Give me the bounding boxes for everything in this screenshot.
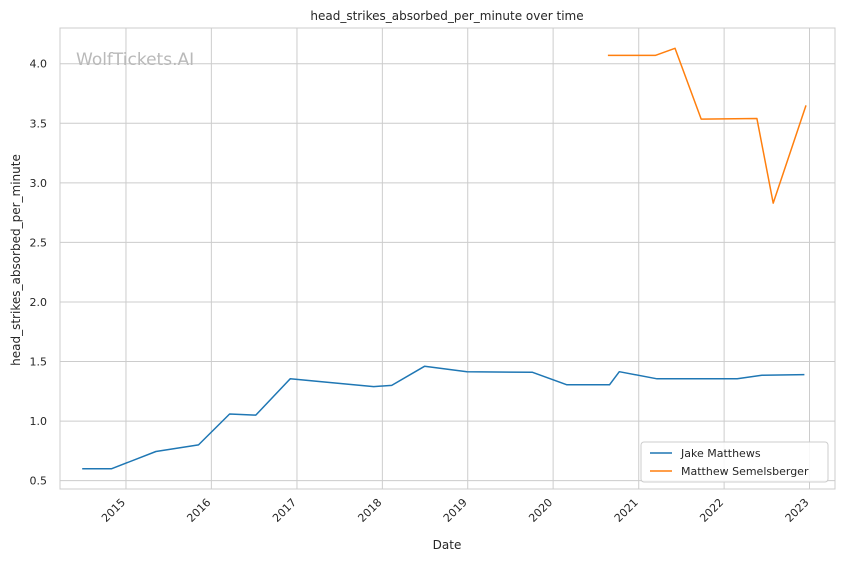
y-tick-label: 1.5	[30, 356, 48, 369]
y-tick-label: 1.0	[30, 415, 48, 428]
series-line-jake-matthews	[82, 365, 805, 470]
y-tick-label: 2.5	[30, 236, 48, 249]
legend-label-matthew-semelsberger: Matthew Semelsberger	[681, 465, 809, 478]
x-tick-label: 2016	[184, 496, 213, 525]
y-axis-ticks: 0.5 1.0 1.5 2.0 2.5 3.0 3.5 4.0	[30, 58, 48, 488]
legend-label-jake-matthews: Jake Matthews	[680, 447, 761, 460]
y-tick-label: 0.5	[30, 475, 48, 488]
x-axis-label: Date	[433, 538, 462, 552]
plot-area	[59, 27, 836, 490]
series-line-matthew-semelsberger	[607, 47, 807, 204]
x-tick-label: 2022	[697, 496, 726, 525]
x-tick-label: 2017	[270, 496, 299, 525]
x-tick-label: 2021	[612, 496, 641, 525]
x-tick-label: 2020	[526, 496, 555, 525]
legend-box	[640, 441, 829, 483]
y-tick-label: 3.0	[30, 177, 48, 190]
x-tick-label: 2018	[355, 496, 384, 525]
watermark-text: WolfTickets.AI	[76, 50, 194, 70]
series-layer	[82, 47, 807, 470]
y-axis-label: head_strikes_absorbed_per_minute	[9, 154, 23, 366]
x-tick-label: 2023	[783, 496, 812, 525]
grid-lines	[60, 28, 835, 489]
legend: Jake Matthews Matthew Semelsberger	[640, 441, 829, 483]
y-tick-label: 2.0	[30, 296, 48, 309]
chart-title: head_strikes_absorbed_per_minute over ti…	[310, 9, 583, 23]
x-tick-label: 2015	[99, 496, 128, 525]
x-axis-ticks: 2015 2016 2017 2018 2019 2020 2021 2022 2023	[99, 496, 812, 525]
y-tick-label: 4.0	[30, 58, 48, 71]
x-tick-label: 2019	[441, 496, 470, 525]
y-tick-label: 3.5	[30, 117, 48, 130]
